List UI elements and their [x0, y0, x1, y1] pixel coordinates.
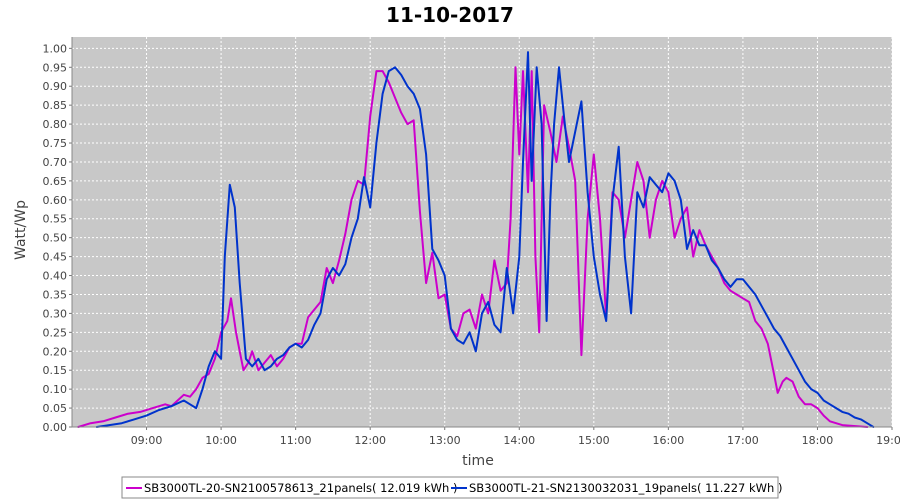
y-tick-label: 0.80: [43, 118, 68, 131]
x-tick-label: 18:00: [802, 434, 834, 447]
y-tick-label: 0.95: [43, 61, 68, 74]
x-tick-label: 10:00: [205, 434, 237, 447]
legend-box: [121, 476, 779, 499]
x-tick-label: 13:00: [429, 434, 461, 447]
series-line-1: [77, 66, 869, 428]
x-tick-label: 16:00: [653, 434, 685, 447]
y-tick-label: 0.15: [43, 364, 68, 377]
y-tick-label: 0.45: [43, 251, 68, 264]
y-tick-label: 0.55: [43, 213, 68, 226]
y-tick-label: 0.40: [43, 270, 68, 283]
legend-label-series-2: SB3000TL-21-SN2130032031_19panels( 11.22…: [469, 481, 782, 495]
y-tick-label: 0.90: [43, 80, 68, 93]
y-tick-label: 0.35: [43, 288, 68, 301]
x-tick-label: 12:00: [354, 434, 386, 447]
x-axis-label: time: [462, 453, 494, 469]
x-tick-label: 14:00: [503, 434, 535, 447]
axes: 0.00 0.05 0.10 0.15 0.20 0.25 0.30 0.35 0.40 0.45…: [43, 37, 900, 447]
plot-background: [72, 37, 892, 427]
y-tick-label: 0.60: [43, 194, 68, 207]
y-tick-label: 1.00: [43, 42, 68, 55]
series-line-2: [95, 51, 875, 428]
y-tick-label: 0.25: [43, 326, 68, 339]
legend: SB3000TL-20-SN2100578613_21panels( 12.01…: [121, 476, 782, 499]
y-tick-label: 0.20: [43, 345, 68, 358]
x-tick-label: 09:00: [131, 434, 163, 447]
x-tick-label: 11:00: [280, 434, 312, 447]
x-tick-label: 19:00: [876, 434, 900, 447]
y-tick-label: 0.00: [43, 421, 68, 434]
y-tick-label: 0.70: [43, 156, 68, 169]
x-tick-label: 15:00: [578, 434, 610, 447]
y-tick-label: 0.65: [43, 175, 68, 188]
x-tick-label: 17:00: [727, 434, 759, 447]
y-tick-label: 0.10: [43, 383, 68, 396]
series-lines: [77, 51, 875, 428]
y-tick-label: 0.75: [43, 137, 68, 150]
legend-label-series-1: SB3000TL-20-SN2100578613_21panels( 12.01…: [144, 481, 457, 495]
chart-title: 11-10-2017: [386, 3, 514, 27]
y-axis-label: Watt/Wp: [13, 200, 29, 260]
y-tick-label: 0.05: [43, 402, 68, 415]
y-tick-label: 0.30: [43, 307, 68, 320]
y-tick-label: 0.85: [43, 99, 68, 112]
y-tick-label: 0.50: [43, 232, 68, 245]
